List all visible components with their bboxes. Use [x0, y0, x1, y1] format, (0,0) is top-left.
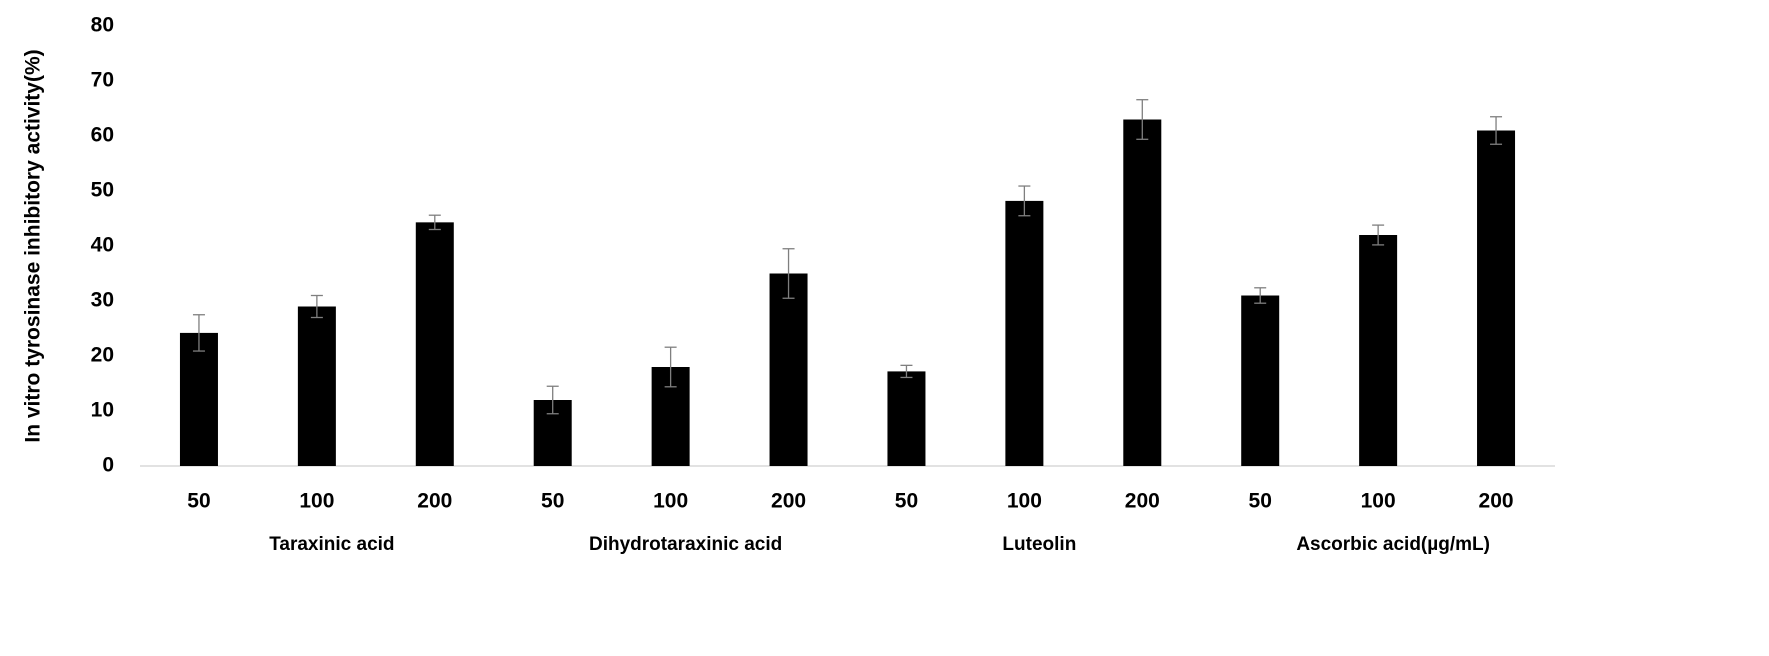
y-tick-label: 80: [91, 14, 114, 37]
x-tick-label: 200: [771, 490, 806, 513]
error-bar: [664, 346, 677, 388]
y-tick-label: 20: [91, 344, 114, 367]
error-bar: [1136, 99, 1149, 140]
x-tick-label: 200: [1479, 490, 1514, 513]
y-tick-label: 50: [91, 179, 114, 202]
bar: [179, 332, 218, 466]
error-bar: [428, 214, 441, 231]
x-tick-label: 100: [1361, 490, 1396, 513]
bar: [297, 306, 336, 466]
bar: [1477, 130, 1516, 466]
error-bar: [310, 294, 323, 319]
bar: [1241, 295, 1280, 466]
bar: [769, 273, 808, 466]
x-tick-label: 50: [895, 490, 918, 513]
error-bar: [1372, 224, 1385, 246]
y-tick-label: 30: [91, 289, 114, 312]
error-bar: [782, 248, 795, 299]
error-bar: [1490, 116, 1503, 145]
group-label: Dihydrotaraxinic acid: [589, 534, 782, 555]
bar: [887, 371, 926, 466]
x-tick-label: 50: [541, 490, 564, 513]
x-tick-label: 100: [653, 490, 688, 513]
error-bar: [546, 385, 559, 415]
y-tick-label: 0: [102, 454, 114, 477]
group-label: Luteolin: [1002, 534, 1076, 555]
y-tick-label: 60: [91, 124, 114, 147]
y-axis-label: In vitro tyrosinase inhibitory activity(…: [22, 49, 45, 442]
x-tick-label: 50: [187, 490, 210, 513]
y-tick-label: 40: [91, 234, 114, 257]
bar: [415, 222, 454, 466]
bar: [1359, 235, 1398, 466]
error-bar: [1254, 287, 1267, 304]
x-tick-label: 200: [417, 490, 452, 513]
group-label: Ascorbic acid(µg/mL): [1296, 534, 1490, 555]
error-bar: [192, 314, 205, 352]
x-tick-label: 100: [299, 490, 334, 513]
x-tick-label: 100: [1007, 490, 1042, 513]
bar: [1123, 119, 1162, 466]
bar: [1005, 200, 1044, 466]
group-label: Taraxinic acid: [269, 534, 394, 555]
x-tick-label: 200: [1125, 490, 1160, 513]
error-bar: [900, 364, 913, 379]
error-bar: [1018, 185, 1031, 217]
x-tick-label: 50: [1249, 490, 1272, 513]
y-tick-label: 70: [91, 69, 114, 92]
y-tick-label: 10: [91, 399, 114, 422]
